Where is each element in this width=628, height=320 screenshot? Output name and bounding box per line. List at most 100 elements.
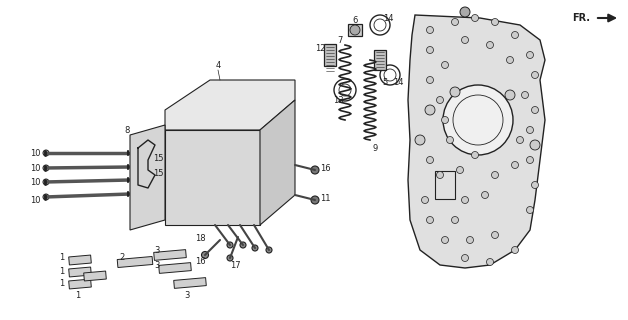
Circle shape	[492, 172, 499, 179]
Circle shape	[436, 172, 443, 179]
Bar	[68, 255, 91, 265]
Polygon shape	[130, 125, 165, 230]
Circle shape	[457, 166, 463, 173]
Circle shape	[228, 155, 268, 195]
Circle shape	[164, 174, 172, 182]
Circle shape	[530, 140, 540, 150]
Circle shape	[227, 255, 233, 261]
Circle shape	[526, 52, 534, 59]
Bar	[68, 279, 91, 289]
Bar	[154, 250, 187, 260]
Text: 10: 10	[30, 196, 40, 204]
Circle shape	[220, 147, 276, 203]
Polygon shape	[408, 15, 545, 268]
Circle shape	[441, 236, 448, 244]
Circle shape	[171, 136, 179, 144]
Text: 2: 2	[119, 253, 124, 262]
Text: 18: 18	[195, 234, 205, 243]
Text: 7: 7	[337, 36, 343, 44]
Text: 3: 3	[154, 245, 160, 254]
Circle shape	[421, 196, 428, 204]
Bar	[324, 44, 336, 66]
Circle shape	[441, 61, 448, 68]
Circle shape	[43, 179, 49, 185]
Circle shape	[443, 85, 513, 155]
Text: 10: 10	[30, 178, 40, 187]
Circle shape	[492, 231, 499, 238]
Circle shape	[526, 156, 534, 164]
Circle shape	[505, 90, 515, 100]
Circle shape	[311, 166, 319, 174]
Bar	[183, 172, 237, 197]
Circle shape	[492, 19, 499, 26]
Text: 14: 14	[392, 77, 403, 86]
Circle shape	[426, 27, 433, 34]
Circle shape	[526, 206, 534, 213]
Circle shape	[43, 165, 49, 171]
Circle shape	[452, 217, 458, 223]
Bar	[435, 171, 455, 199]
Text: 1: 1	[75, 291, 80, 300]
Text: 1: 1	[60, 253, 65, 262]
Text: 9: 9	[372, 143, 377, 153]
Circle shape	[462, 36, 468, 44]
Circle shape	[450, 87, 460, 97]
Text: 1: 1	[60, 279, 65, 289]
Circle shape	[266, 247, 272, 253]
Bar	[374, 50, 386, 70]
Text: 3: 3	[154, 260, 160, 269]
Circle shape	[276, 126, 284, 134]
Circle shape	[462, 254, 468, 261]
Circle shape	[472, 151, 479, 158]
Text: 3: 3	[184, 291, 190, 300]
Circle shape	[426, 156, 433, 164]
Text: 5: 5	[382, 77, 387, 86]
Circle shape	[350, 25, 360, 35]
Text: 13: 13	[333, 95, 344, 105]
Circle shape	[487, 42, 494, 49]
Circle shape	[226, 136, 234, 144]
Text: 8: 8	[124, 125, 130, 134]
Circle shape	[171, 191, 178, 198]
Circle shape	[426, 46, 433, 53]
Text: 10: 10	[30, 148, 40, 157]
Text: 15: 15	[153, 169, 163, 178]
Text: 4: 4	[215, 60, 220, 69]
Circle shape	[531, 71, 538, 78]
Circle shape	[252, 245, 258, 251]
Circle shape	[415, 135, 425, 145]
Circle shape	[202, 252, 208, 259]
Circle shape	[426, 217, 433, 223]
Circle shape	[212, 206, 219, 213]
Circle shape	[145, 150, 155, 160]
Circle shape	[511, 162, 519, 169]
Text: 14: 14	[382, 13, 393, 22]
Circle shape	[164, 159, 172, 167]
Circle shape	[426, 76, 433, 84]
Circle shape	[452, 19, 458, 26]
Circle shape	[447, 137, 453, 143]
Text: 12: 12	[315, 44, 325, 52]
Circle shape	[43, 194, 49, 200]
Circle shape	[511, 31, 519, 38]
Circle shape	[531, 107, 538, 114]
Circle shape	[526, 126, 534, 133]
Circle shape	[249, 96, 257, 104]
Circle shape	[266, 196, 274, 204]
Circle shape	[240, 242, 246, 248]
Circle shape	[192, 202, 198, 209]
Text: FR.: FR.	[572, 13, 590, 23]
Text: 6: 6	[352, 15, 358, 25]
Polygon shape	[165, 130, 260, 225]
Circle shape	[266, 111, 274, 119]
Text: 10: 10	[30, 164, 40, 172]
Circle shape	[238, 165, 258, 185]
Circle shape	[516, 137, 524, 143]
Circle shape	[521, 92, 529, 99]
Bar	[159, 263, 192, 273]
Circle shape	[441, 116, 448, 124]
Polygon shape	[260, 100, 295, 225]
Circle shape	[145, 173, 155, 183]
Circle shape	[467, 236, 474, 244]
Bar	[84, 271, 106, 281]
